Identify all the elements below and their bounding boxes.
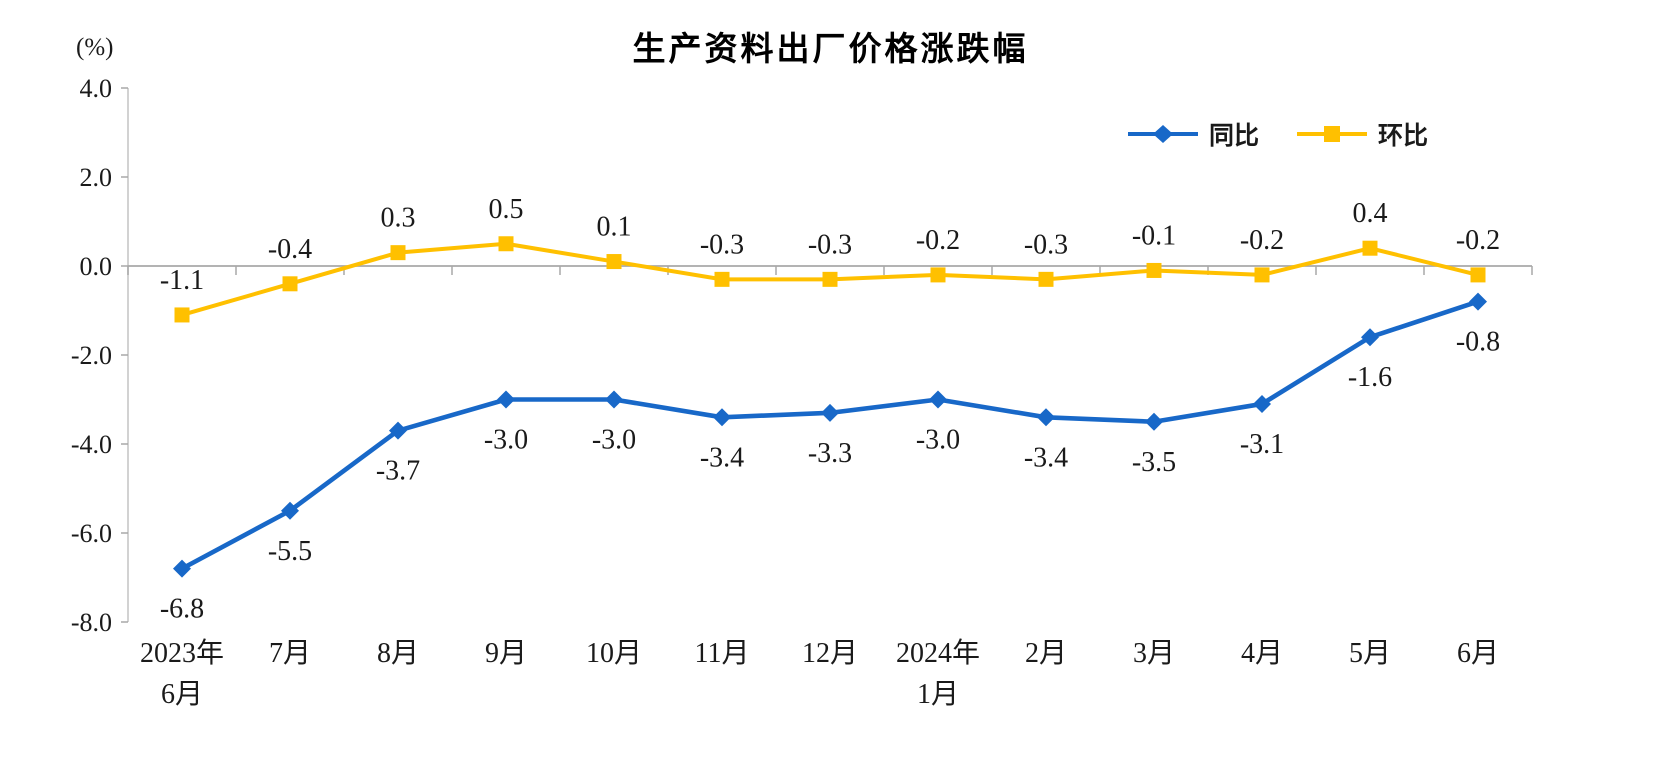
x-axis-label: 7月	[269, 638, 311, 669]
y-axis-label: -8.0	[71, 608, 112, 637]
x-axis-label: 3月	[1133, 638, 1175, 669]
huanbi-data-label: 0.5	[489, 194, 524, 225]
huanbi-point-marker	[1362, 240, 1378, 256]
tongbi-point-marker	[497, 390, 515, 409]
huanbi-point-marker	[174, 307, 190, 323]
huanbi-data-label: 0.4	[1353, 198, 1388, 229]
x-axis-label: 5月	[1349, 638, 1391, 669]
tongbi-point-marker	[281, 501, 299, 520]
legend-item-tongbi: 同比	[1126, 116, 1259, 152]
x-axis-label: 2024年 1月	[896, 637, 980, 710]
tongbi-data-label: -3.7	[376, 456, 420, 487]
tongbi-point-marker	[389, 421, 407, 440]
x-axis-label: 9月	[485, 638, 527, 669]
tongbi-point-marker	[929, 390, 947, 409]
y-axis-unit-label: (%)	[76, 34, 114, 61]
huanbi-point-marker	[714, 271, 730, 287]
huanbi-data-label: -0.1	[1132, 220, 1176, 251]
x-axis-label: 2023年 6月	[140, 637, 224, 710]
x-axis-label: 12月	[802, 638, 858, 669]
huanbi-line-icon	[1297, 126, 1368, 142]
tongbi-point-marker	[1361, 328, 1379, 347]
tongbi-point-marker	[1145, 412, 1163, 431]
legend-item-huanbi: 环比	[1295, 116, 1428, 152]
huanbi-point-marker	[1470, 267, 1486, 283]
huanbi-data-label: 0.1	[597, 212, 632, 243]
huanbi-point-marker	[1254, 267, 1270, 283]
legend: 同比 环比	[1126, 116, 1428, 152]
tongbi-data-label: -3.0	[484, 425, 528, 456]
tongbi-point-marker	[1253, 394, 1271, 413]
y-axis-label: 4.0	[80, 74, 113, 103]
tongbi-point-marker	[821, 403, 839, 422]
tongbi-point-marker	[605, 390, 623, 409]
tongbi-point-marker	[1469, 292, 1487, 311]
x-axis-label: 11月	[695, 638, 750, 669]
y-axis-label: 0.0	[80, 252, 113, 281]
legend-label-huanbi: 环比	[1378, 123, 1429, 150]
y-axis-label: -2.0	[71, 341, 112, 370]
tongbi-data-label: -3.1	[1240, 429, 1284, 460]
huanbi-point-marker	[498, 236, 514, 252]
tongbi-data-label: -3.3	[808, 438, 852, 469]
huanbi-data-label: -0.2	[916, 225, 960, 256]
huanbi-data-label: -0.4	[268, 234, 312, 265]
legend-label-tongbi: 同比	[1209, 123, 1260, 150]
tongbi-data-label: -0.8	[1456, 327, 1500, 358]
huanbi-point-marker	[606, 254, 622, 270]
y-axis-label: 2.0	[80, 163, 113, 192]
tongbi-point-marker	[713, 408, 731, 427]
tongbi-line-icon	[1128, 125, 1198, 143]
tongbi-data-label: -3.0	[592, 425, 636, 456]
y-axis-label: -6.0	[71, 519, 112, 548]
huanbi-point-marker	[930, 267, 946, 283]
huanbi-data-label: -0.3	[1024, 229, 1068, 260]
x-axis-label: 4月	[1241, 638, 1283, 669]
tongbi-data-label: -1.6	[1348, 362, 1392, 393]
tongbi-point-marker	[173, 559, 191, 578]
huanbi-point-marker	[1146, 262, 1162, 278]
huanbi-data-label: -0.3	[808, 229, 852, 260]
tongbi-point-marker	[1037, 408, 1055, 427]
tongbi-data-label: -3.5	[1132, 447, 1176, 478]
y-axis-label: -4.0	[71, 430, 112, 459]
huanbi-data-label: 0.3	[381, 203, 416, 234]
huanbi-data-label: -0.2	[1240, 225, 1284, 256]
x-axis-label: 6月	[1457, 638, 1499, 669]
huanbi-point-marker	[822, 271, 838, 287]
x-axis-label: 8月	[377, 638, 419, 669]
chart-title: 生产资料出厂价格涨跌幅	[632, 30, 1029, 67]
x-axis-label: 10月	[586, 638, 642, 669]
huanbi-data-label: -0.2	[1456, 225, 1500, 256]
huanbi-data-label: -1.1	[160, 265, 204, 296]
huanbi-data-label: -0.3	[700, 229, 744, 260]
tongbi-data-label: -5.5	[268, 536, 312, 567]
tongbi-data-label: -6.8	[160, 594, 204, 625]
tongbi-data-label: -3.4	[700, 442, 744, 473]
huanbi-point-marker	[390, 245, 406, 261]
tongbi-data-label: -3.4	[1024, 442, 1068, 473]
tongbi-data-label: -3.0	[916, 425, 960, 456]
x-axis-label: 2月	[1025, 638, 1067, 669]
huanbi-point-marker	[1038, 271, 1054, 287]
huanbi-point-marker	[282, 276, 298, 292]
